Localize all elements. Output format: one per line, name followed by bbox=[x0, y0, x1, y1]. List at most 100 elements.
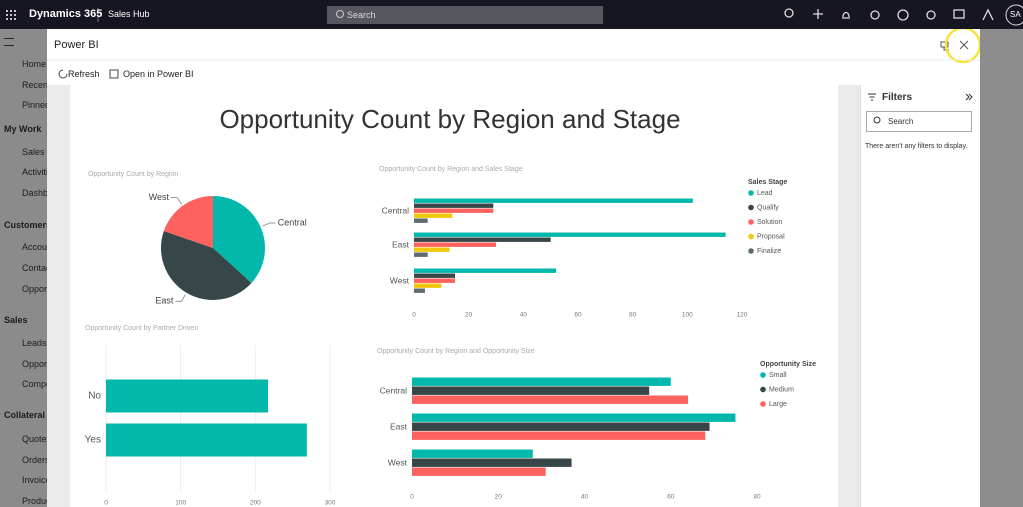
nav-item[interactable]: Pinned bbox=[22, 100, 51, 110]
avatar-initials: SA bbox=[1010, 10, 1021, 19]
filters-pane: Filters Search There aren't any filters … bbox=[860, 85, 980, 507]
bar bbox=[412, 413, 736, 422]
y-tick-label: Central bbox=[380, 385, 408, 395]
nav-item[interactable]: Invoices bbox=[22, 475, 56, 485]
pie-slice bbox=[163, 196, 213, 248]
legend-label: Lead bbox=[757, 190, 773, 197]
dialog-title: Power BI bbox=[54, 39, 99, 51]
nav-item[interactable]: Recent bbox=[22, 80, 51, 90]
bar bbox=[412, 395, 688, 404]
chart-title: Opportunity Count by Region and Sales St… bbox=[379, 166, 523, 173]
y-tick-label: Central bbox=[382, 205, 410, 215]
nav-item[interactable]: Products bbox=[22, 496, 58, 506]
x-tick-label: 100 bbox=[682, 312, 693, 319]
nav-group-title: Sales bbox=[4, 315, 28, 325]
filters-empty-message: There aren't any filters to display. bbox=[865, 143, 968, 150]
legend-label: Medium bbox=[769, 386, 794, 393]
waffle-icon[interactable] bbox=[6, 10, 16, 20]
y-tick-label: East bbox=[392, 239, 410, 249]
menu-button[interactable] bbox=[4, 38, 14, 46]
nav-item[interactable]: Contacts bbox=[22, 263, 58, 273]
report-page: Opportunity Count by Region and Stage Op… bbox=[70, 85, 838, 507]
legend-label: Proposal bbox=[757, 233, 785, 240]
open-in-power-bi-button[interactable]: Open in Power BI bbox=[123, 69, 194, 79]
leader-line bbox=[262, 222, 276, 227]
nav-group-title: Collateral bbox=[4, 410, 46, 420]
legend-marker bbox=[748, 204, 754, 211]
nav-item[interactable]: Orders bbox=[22, 455, 50, 465]
bar bbox=[412, 467, 546, 476]
click-highlight bbox=[944, 29, 980, 64]
nav-item[interactable]: Competitors bbox=[22, 379, 71, 389]
search-icon bbox=[873, 116, 881, 124]
chart-title: Opportunity Count by Partner Driven bbox=[85, 325, 198, 332]
collapse-icon[interactable] bbox=[965, 93, 973, 101]
open-icon bbox=[109, 69, 119, 79]
bar bbox=[414, 278, 455, 283]
bar bbox=[414, 252, 428, 257]
filter-search-box[interactable] bbox=[866, 111, 972, 132]
pie-slice bbox=[213, 196, 265, 284]
x-tick-label: 0 bbox=[412, 312, 416, 319]
bar bbox=[414, 268, 557, 273]
app-bar-icons bbox=[6, 4, 1023, 26]
pie-slice bbox=[161, 231, 252, 301]
legend-marker bbox=[760, 372, 766, 378]
bar bbox=[106, 379, 269, 413]
x-tick-label: 200 bbox=[250, 500, 261, 507]
bar bbox=[412, 377, 671, 386]
nav-item[interactable]: Quotes bbox=[22, 434, 52, 444]
bar bbox=[412, 386, 650, 395]
nav-item[interactable]: Accounts bbox=[22, 242, 60, 252]
chart-title: Opportunity Count by Region and Opportun… bbox=[377, 348, 535, 355]
nav-item[interactable]: Dashboards bbox=[22, 188, 71, 198]
avatar[interactable] bbox=[1005, 4, 1023, 26]
legend-label: Qualify bbox=[757, 204, 779, 211]
chart-title: Opportunity Count by Region bbox=[88, 171, 178, 178]
y-tick-label: West bbox=[390, 275, 410, 285]
x-tick-label: 0 bbox=[104, 500, 108, 507]
legend-marker bbox=[748, 219, 754, 225]
legend-marker bbox=[760, 386, 766, 393]
bar bbox=[412, 449, 533, 458]
nav-item[interactable]: Leads bbox=[22, 338, 47, 348]
bar bbox=[412, 422, 710, 431]
app-bar: Dynamics 365 Sales Hub Search SA bbox=[0, 0, 1023, 29]
bar bbox=[414, 242, 496, 247]
legend-marker bbox=[748, 233, 754, 240]
slice-label: Central bbox=[278, 217, 307, 227]
x-tick-label: 40 bbox=[520, 312, 528, 319]
x-tick-label: 20 bbox=[495, 494, 503, 501]
nav-item[interactable]: Activities bbox=[22, 167, 58, 177]
legend-label: Small bbox=[769, 372, 787, 379]
report-canvas: Opportunity Count by Region and Stage Op… bbox=[47, 85, 860, 507]
x-tick-label: 60 bbox=[574, 312, 582, 319]
bar bbox=[414, 283, 442, 288]
search-box[interactable] bbox=[327, 6, 603, 24]
legend-marker bbox=[748, 190, 754, 196]
search-icon bbox=[336, 10, 344, 18]
app-name[interactable]: Sales Hub bbox=[108, 9, 150, 19]
bar bbox=[414, 273, 455, 278]
y-tick-label: No bbox=[88, 391, 101, 402]
close-button[interactable] bbox=[959, 40, 969, 50]
legend-title: Opportunity Size bbox=[760, 361, 816, 368]
power-bi-dialog: Power BI Refresh Open in Power BI Opport… bbox=[47, 29, 980, 507]
bar bbox=[412, 458, 572, 467]
toolbar-icons[interactable] bbox=[784, 8, 994, 21]
filters-title: Filters bbox=[882, 92, 913, 103]
report-title: Opportunity Count by Region and Stage bbox=[219, 104, 680, 134]
bar bbox=[414, 208, 494, 213]
nav-item[interactable]: Home bbox=[22, 59, 47, 69]
bar bbox=[414, 203, 494, 208]
bar bbox=[414, 213, 453, 218]
bar bbox=[106, 423, 307, 457]
refresh-button[interactable]: Refresh bbox=[68, 69, 100, 79]
bar bbox=[414, 288, 425, 293]
y-tick-label: Yes bbox=[85, 435, 101, 446]
x-tick-label: 20 bbox=[465, 312, 473, 319]
leader-line bbox=[171, 197, 183, 205]
nav-group-title: Customers bbox=[4, 220, 52, 230]
leader-line bbox=[175, 294, 186, 302]
x-tick-label: 40 bbox=[581, 494, 589, 501]
